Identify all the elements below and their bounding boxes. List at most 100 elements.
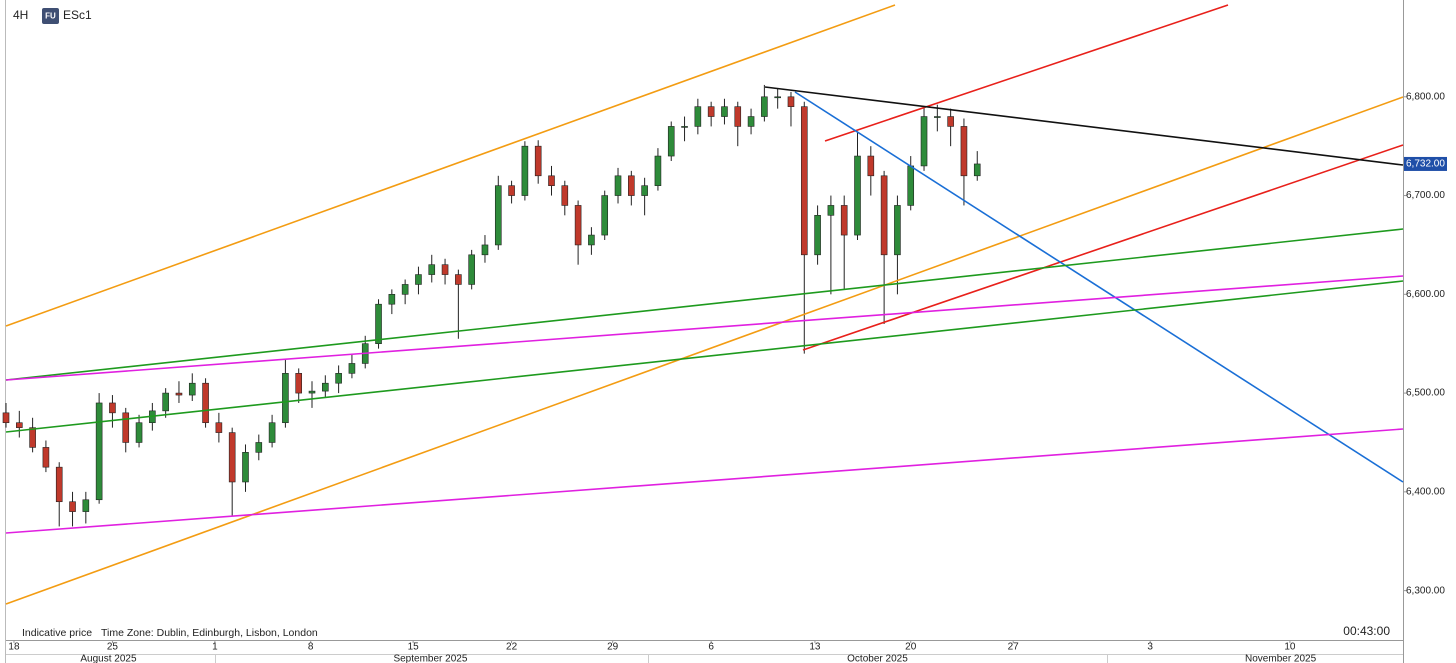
y-tick-label: 6,500.00 xyxy=(1406,388,1445,399)
candle-body xyxy=(242,452,249,483)
x-tick-label: 22 xyxy=(506,642,518,653)
month-label: November 2025 xyxy=(1245,654,1317,663)
candle-body xyxy=(188,382,196,396)
trend-line xyxy=(5,280,1404,433)
candle-body xyxy=(774,96,781,99)
candle-body xyxy=(95,402,103,501)
x-tick-label: 6 xyxy=(708,642,714,653)
month-label: September 2025 xyxy=(393,654,467,663)
candle-body xyxy=(455,274,462,285)
candle-body xyxy=(947,116,954,127)
candle-body xyxy=(375,303,382,345)
badge-box xyxy=(42,8,59,24)
month-label: August 2025 xyxy=(80,654,137,663)
candle-body xyxy=(694,106,702,127)
y-tick-label: 6,800.00 xyxy=(1406,91,1445,102)
candle-body xyxy=(854,155,861,236)
candle-body xyxy=(388,294,396,305)
candle-body xyxy=(255,442,263,453)
trend-line xyxy=(824,4,1229,142)
month-label: October 2025 xyxy=(847,654,908,663)
candle-body xyxy=(415,274,422,285)
x-tick-label: 25 xyxy=(107,642,119,653)
trend-line xyxy=(794,91,1404,483)
x-tick-label: 29 xyxy=(607,642,619,653)
candle-body xyxy=(681,126,688,128)
trend-line xyxy=(5,4,896,327)
candle-body xyxy=(548,175,555,186)
candle-body xyxy=(641,185,648,196)
candle-body xyxy=(614,175,622,196)
candle-body xyxy=(202,382,209,424)
y-tick-label: 6,700.00 xyxy=(1406,190,1445,201)
candle-body xyxy=(481,244,489,256)
candle-body xyxy=(228,432,236,483)
candles xyxy=(2,84,981,527)
symbol: ESc1 xyxy=(63,8,92,22)
candle-body xyxy=(561,185,569,206)
candle-body xyxy=(295,373,303,394)
candle-body xyxy=(109,402,116,414)
x-tick-label: 3 xyxy=(1147,642,1153,653)
candle-body xyxy=(867,155,875,177)
candle-body xyxy=(827,205,835,216)
candle-body xyxy=(282,373,289,424)
candle-body xyxy=(468,254,475,285)
x-tick-label: 8 xyxy=(308,642,314,653)
candle-body xyxy=(441,264,449,275)
candle-body xyxy=(907,165,915,206)
candle-body xyxy=(721,106,728,117)
candle-body xyxy=(16,422,23,428)
trend-line xyxy=(5,428,1404,534)
x-tick-label: 10 xyxy=(1284,642,1296,653)
candle-body xyxy=(55,466,63,503)
candle-body xyxy=(135,422,143,443)
candle-body xyxy=(588,234,595,246)
trend-line xyxy=(802,144,1404,351)
candle-body xyxy=(973,163,981,177)
trend-line xyxy=(5,96,1404,605)
candle-body xyxy=(335,373,342,384)
x-tick-label: 18 xyxy=(8,642,20,653)
x-tick-label: 27 xyxy=(1008,642,1020,653)
timeframe: 4H xyxy=(13,8,28,22)
candle-body xyxy=(894,205,901,256)
candle-body xyxy=(348,363,356,374)
clock: 00:43:00 xyxy=(1343,624,1390,638)
candle-body xyxy=(601,195,609,236)
trend-line xyxy=(5,275,1404,381)
x-tick-label: 15 xyxy=(408,642,420,653)
candle-body xyxy=(69,501,76,512)
candle-body xyxy=(654,155,662,186)
candle-body xyxy=(401,284,409,295)
candle-body xyxy=(42,447,50,468)
x-tick-label: 1 xyxy=(212,642,218,653)
candle-body xyxy=(2,412,10,424)
candle-body xyxy=(508,185,515,196)
y-tick-label: 6,600.00 xyxy=(1406,289,1445,300)
y-tick-label: 6,300.00 xyxy=(1406,585,1445,596)
timezone: Time Zone: Dublin, Edinburgh, Lisbon, Lo… xyxy=(101,627,318,639)
candle-body xyxy=(747,116,755,127)
candle-body xyxy=(494,185,502,246)
candle-body xyxy=(814,215,821,256)
trend-line xyxy=(5,228,1404,381)
candle-body xyxy=(122,412,130,443)
candle-body xyxy=(880,175,888,256)
candle-body xyxy=(428,264,436,275)
candle-body xyxy=(322,382,329,392)
x-tick-label: 13 xyxy=(809,642,821,653)
candle-body xyxy=(29,427,36,448)
candle-body xyxy=(787,96,795,107)
candle-body xyxy=(800,106,808,256)
candle-body xyxy=(761,96,768,117)
candle-body xyxy=(707,106,715,117)
candle-body xyxy=(268,422,276,443)
y-tick-label: 6,400.00 xyxy=(1406,486,1445,497)
note: Indicative price xyxy=(22,627,92,639)
candle-body xyxy=(920,116,928,167)
candle-body xyxy=(82,499,90,512)
candle-body xyxy=(734,106,742,127)
